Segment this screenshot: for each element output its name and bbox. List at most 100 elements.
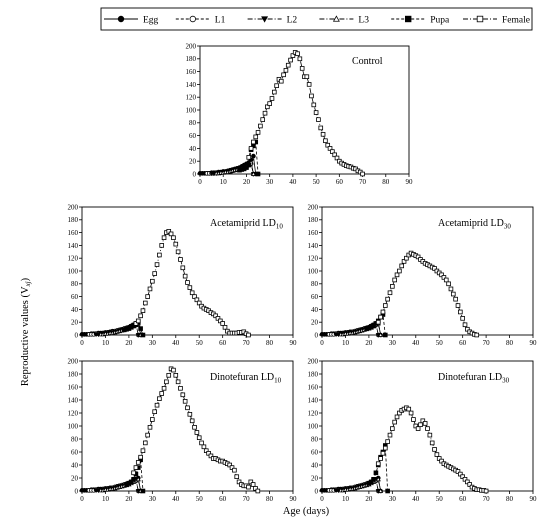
data-point-female	[150, 278, 155, 284]
data-point-female	[394, 414, 400, 420]
data-point-female	[330, 149, 335, 154]
panel-title-control: Control	[352, 56, 383, 67]
data-point-female	[189, 290, 195, 296]
data-point-female	[453, 296, 458, 302]
data-point-female	[140, 308, 146, 313]
y-tick-label: 180	[186, 55, 197, 63]
y-tick-label: 80	[311, 435, 319, 443]
data-point-female	[411, 417, 416, 422]
x-tick-label: 40	[172, 495, 180, 503]
data-point-female	[262, 110, 268, 116]
y-tick-label: 140	[308, 396, 319, 404]
data-point-female	[154, 262, 160, 267]
x-tick-label: 60	[336, 178, 344, 186]
legend-label-egg: Egg	[143, 16, 159, 26]
data-point-female	[236, 479, 242, 485]
data-point-female	[258, 123, 263, 129]
y-tick-label: 140	[308, 242, 319, 250]
data-point-female	[196, 300, 202, 306]
panel-title-dinotefuran-ld30: Dinotefuran LD30	[438, 372, 510, 385]
series-line-female	[133, 368, 259, 492]
x-tick-label: 80	[506, 495, 514, 503]
data-point-female	[173, 241, 179, 247]
legend-label-l2: L2	[287, 16, 298, 26]
x-tick-label: 20	[365, 339, 373, 347]
data-point-female	[281, 72, 286, 78]
data-point-female	[145, 294, 150, 299]
data-point-pupa	[255, 171, 261, 177]
y-tick-label: 180	[308, 370, 319, 378]
data-point-female	[253, 134, 259, 140]
data-point-female	[334, 155, 340, 161]
data-point-female	[218, 318, 223, 324]
data-point-female	[246, 332, 251, 338]
data-point-female	[432, 447, 437, 452]
data-point-female	[135, 318, 141, 324]
data-point-pupa	[385, 488, 390, 494]
y-tick-label: 60	[189, 132, 197, 140]
data-point-female	[422, 421, 428, 426]
data-point-female	[168, 231, 174, 237]
y-tick-label: 20	[71, 319, 79, 327]
data-point-female	[147, 424, 153, 430]
data-point-female	[265, 104, 270, 110]
y-tick-label: 120	[186, 94, 197, 102]
x-tick-label: 70	[483, 339, 491, 347]
y-tick-label: 200	[68, 357, 79, 365]
x-tick-label: 40	[289, 178, 297, 186]
data-point-female	[185, 405, 190, 411]
data-point-l3	[378, 332, 384, 337]
data-point-female	[387, 432, 393, 438]
data-point-female	[189, 418, 195, 424]
data-point-female	[460, 316, 465, 321]
data-point-female	[157, 252, 162, 258]
y-tick-label: 60	[311, 293, 319, 301]
panel-title-acetamiprid-ld30: Acetamiprid LD30	[438, 218, 511, 231]
x-tick-label: 0	[198, 178, 202, 186]
x-tick-label: 40	[412, 339, 420, 347]
x-tick-label: 30	[266, 178, 274, 186]
panel-dinotefuran-ld10: 0 10 20 30 40 50 60 70 80 90 0 20 40 60 80 100 120 140 160…	[68, 357, 298, 503]
y-tick-label: 160	[68, 383, 79, 391]
data-point-female	[429, 440, 435, 446]
x-tick-label: 60	[219, 495, 227, 503]
x-tick-label: 0	[320, 339, 324, 347]
data-point-female	[427, 432, 433, 438]
y-tick-label: 120	[68, 409, 79, 417]
y-tick-label: 40	[311, 461, 319, 469]
data-point-female	[131, 470, 136, 476]
data-point-female	[387, 290, 393, 296]
data-point-female	[465, 479, 470, 485]
y-tick-label: 0	[193, 170, 197, 178]
x-tick-label: 0	[80, 495, 84, 503]
data-point-female	[192, 294, 197, 299]
data-point-female	[180, 392, 186, 398]
data-point-female	[283, 68, 289, 73]
data-point-female	[415, 254, 421, 260]
x-tick-label: 50	[436, 339, 444, 347]
y-tick-label: 200	[308, 203, 319, 211]
data-point-female	[260, 117, 265, 122]
data-point-female	[327, 146, 333, 151]
data-point-female	[164, 379, 169, 385]
x-tick-label: 30	[389, 339, 397, 347]
data-point-female	[267, 101, 272, 106]
data-point-female	[316, 117, 321, 122]
y-tick-label: 80	[71, 435, 79, 443]
x-tick-label: 90	[290, 495, 298, 503]
data-point-l3	[250, 171, 256, 176]
data-point-female	[248, 479, 254, 485]
data-point-female	[434, 452, 440, 457]
data-point-female	[138, 313, 143, 319]
data-point-female	[133, 321, 139, 326]
data-point-female	[425, 426, 430, 431]
data-point-pupa	[131, 476, 136, 482]
data-point-female	[446, 281, 451, 287]
data-point-female	[215, 316, 221, 321]
data-point-female	[299, 66, 305, 71]
x-tick-label: 0	[80, 339, 84, 347]
data-point-female	[413, 423, 419, 429]
data-point-female	[253, 486, 258, 491]
